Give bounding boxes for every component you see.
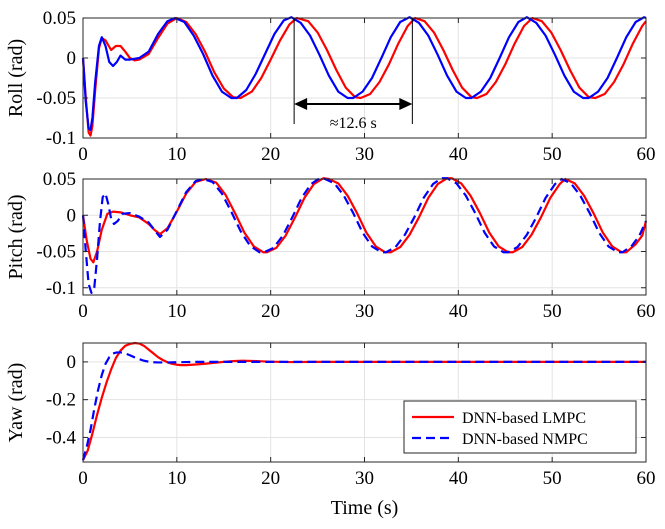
y-tick-label: -0.1 [46, 128, 76, 149]
annotation-arrow-head-left [294, 98, 308, 110]
y-tick-label: 0 [67, 48, 77, 69]
annotation-arrow-head-right [399, 98, 413, 110]
x-tick-label: 50 [543, 301, 562, 322]
x-tick-label: 40 [449, 468, 468, 489]
x-tick-label: 20 [261, 301, 280, 322]
x-tick-label: 60 [637, 301, 656, 322]
y-tick-label: -0.1 [46, 278, 76, 299]
x-tick-label: 30 [355, 301, 374, 322]
y-tick-label: 0.05 [43, 169, 76, 190]
y-tick-label: -0.05 [36, 88, 76, 109]
subplot-1: 0 10 20 30 40 50 60 0.05 0 -0.05 -0.1 Roll (rad) ≈12… [5, 8, 656, 165]
x-tick-label: 0 [78, 301, 88, 322]
legend-label: DNN-based NMPC [462, 431, 588, 448]
y-tick-label: -0.2 [46, 390, 76, 411]
x-tick-label: 50 [543, 144, 562, 165]
x-tick-label: 10 [167, 144, 186, 165]
y-axis-label: Yaw (rad) [5, 363, 27, 443]
x-tick-label: 40 [449, 301, 468, 322]
x-tick-label: 0 [78, 468, 88, 489]
legend-box [403, 400, 637, 454]
annotation-period-label: ≈12.6 s [330, 115, 377, 132]
y-tick-label: 0.05 [43, 8, 76, 29]
subplot-2: 0 10 20 30 40 50 60 0.05 0 -0.05 -0.1 Pitch (rad) [5, 169, 656, 322]
legend-label: DNN-based LMPC [462, 410, 586, 427]
series-line-dnn-based-lmpc [81, 16, 647, 137]
y-axis-label: Roll (rad) [5, 39, 27, 117]
y-tick-label: -0.05 [36, 242, 76, 263]
y-tick-label: 0 [67, 205, 77, 226]
x-tick-label: 60 [637, 468, 656, 489]
y-axis-label: Pitch (rad) [5, 195, 27, 280]
x-tick-label: 20 [261, 468, 280, 489]
legend: DNN-based LMPC DNN-based NMPC [403, 400, 637, 454]
x-axis-label: Time (s) [331, 497, 399, 519]
x-tick-label: 40 [449, 144, 468, 165]
x-tick-label: 30 [355, 468, 374, 489]
series-line-dnn-based-nmpc [81, 16, 647, 132]
x-tick-label: 50 [543, 468, 562, 489]
subplot-3: 0 10 20 30 40 50 60 0 -0.2 -0.4 Yaw (rad) Time (s) D… [5, 341, 656, 519]
x-tick-label: 10 [167, 301, 186, 322]
x-tick-label: 30 [355, 144, 374, 165]
y-tick-label: 0 [67, 352, 77, 373]
x-tick-label: 0 [78, 144, 88, 165]
series-line-dnn-based-nmpc [81, 351, 646, 461]
y-tick-label: -0.4 [46, 427, 77, 448]
x-tick-label: 20 [261, 144, 280, 165]
x-tick-label: 60 [637, 144, 656, 165]
x-tick-label: 10 [167, 468, 186, 489]
